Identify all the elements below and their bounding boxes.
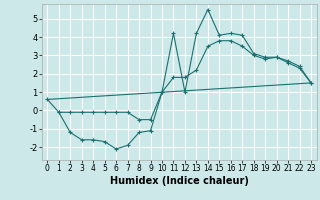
X-axis label: Humidex (Indice chaleur): Humidex (Indice chaleur) xyxy=(110,176,249,186)
